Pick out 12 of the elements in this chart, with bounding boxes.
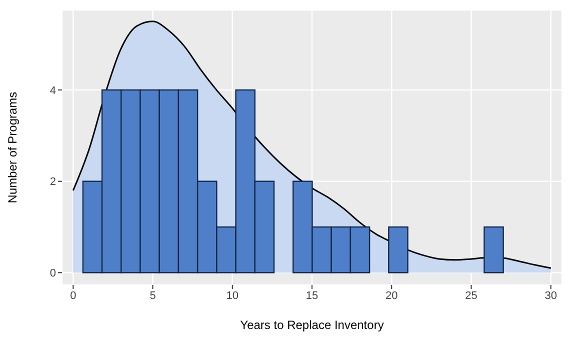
x-tick-label: 20 — [385, 290, 398, 302]
x-axis-title: Years to Replace Inventory — [240, 318, 384, 332]
y-tick-label: 4 — [50, 84, 56, 97]
x-tick-label: 0 — [70, 290, 76, 302]
y-axis-title: Number of Programs — [5, 92, 20, 204]
x-tick-label: 5 — [150, 290, 156, 302]
x-tick-label: 30 — [544, 290, 557, 302]
x-tick-label: 10 — [226, 290, 239, 302]
x-tick-label: 25 — [465, 290, 478, 302]
y-tick-label: 2 — [50, 176, 56, 188]
x-tick-label: 15 — [306, 290, 318, 302]
y-tick-label: 0 — [50, 268, 56, 280]
